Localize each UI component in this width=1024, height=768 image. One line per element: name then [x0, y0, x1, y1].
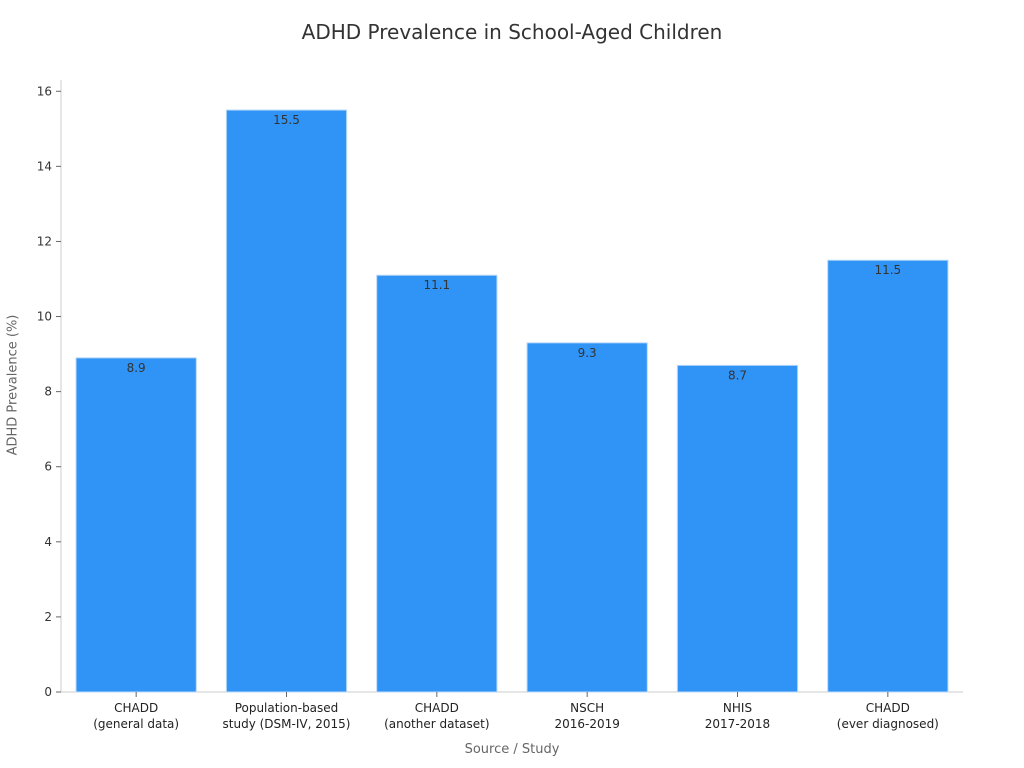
bar-value-label: 11.5: [874, 263, 901, 277]
bar-value-label: 9.3: [578, 346, 597, 360]
bar: [526, 342, 648, 693]
bar: [75, 357, 197, 693]
x-tick-label: CHADD (general data): [93, 701, 179, 731]
x-tick-label-line: CHADD: [114, 701, 158, 715]
y-tick-label: 8: [44, 385, 52, 399]
x-axis-label-text: Source / Study: [464, 742, 560, 757]
bar: [376, 274, 498, 693]
bar-value-label: 8.7: [728, 368, 747, 382]
x-tick-label-line: NSCH: [570, 701, 604, 715]
x-tick-label-line: CHADD: [866, 701, 910, 715]
bar: [225, 109, 348, 693]
x-tick-label: NHIS 2017-2018: [705, 701, 770, 731]
y-tick-label: 4: [44, 535, 52, 549]
y-tick-label: 16: [37, 84, 52, 98]
x-tick-label-line: CHADD: [415, 701, 459, 715]
bar-value-label: 11.1: [423, 278, 450, 292]
y-tick-label: 0: [44, 685, 52, 699]
y-tick-label: 6: [44, 460, 52, 474]
chart-title: ADHD Prevalence in School-Aged Children: [301, 20, 723, 44]
x-tick-label-line: study (DSM-IV, 2015): [223, 717, 351, 731]
x-tick-label: Population-based study (DSM-IV, 2015): [223, 701, 351, 731]
x-tick-label-line: (another dataset): [384, 717, 489, 731]
x-tick-label: NSCH 2016-2019: [554, 701, 619, 731]
bar-value-label: 15.5: [273, 113, 300, 127]
x-tick-label-line: 2016-2019: [554, 717, 619, 731]
x-tick-label-line: NHIS: [723, 701, 752, 715]
bar: [676, 364, 799, 693]
y-tick-label: 12: [37, 234, 52, 248]
y-tick-label: 10: [37, 310, 52, 324]
x-tick-label-line: (general data): [93, 717, 179, 731]
x-tick-label-line: 2017-2018: [705, 717, 770, 731]
x-tick-label: CHADD (ever diagnosed): [837, 701, 939, 731]
y-tick-label: 14: [37, 159, 52, 173]
bar: [827, 259, 949, 693]
x-tick-label-line: Population-based: [235, 701, 339, 715]
y-tick-label: 2: [44, 610, 52, 624]
bar-value-label: 8.9: [127, 361, 146, 375]
x-tick-label-line: (ever diagnosed): [837, 717, 939, 731]
x-tick-label: CHADD (another dataset): [384, 701, 489, 731]
x-axis-label: Source / Study: [0, 742, 1024, 757]
